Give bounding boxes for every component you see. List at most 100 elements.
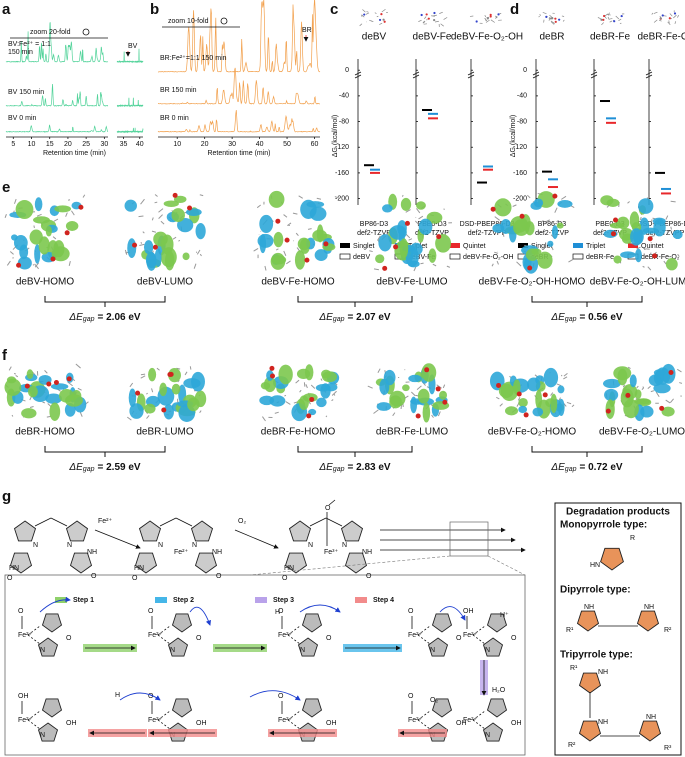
bond xyxy=(377,368,381,373)
bond xyxy=(615,15,620,20)
zoom-line xyxy=(249,555,451,576)
orbital-lobe xyxy=(163,200,179,207)
atom-label: O xyxy=(148,693,154,700)
step-swatch xyxy=(155,597,167,603)
trace-label: BV:Fe²⁺ = 1:1 xyxy=(8,41,51,48)
peak-label: BR xyxy=(302,27,312,34)
bond xyxy=(424,16,427,19)
bond xyxy=(199,194,204,197)
atom-label: O xyxy=(511,635,517,642)
x-tick-label: 30 xyxy=(100,141,108,148)
coord-bond xyxy=(472,625,486,636)
orbital-lobe xyxy=(177,217,194,233)
orbital-label: deBV-Fe-O₂-HOMO xyxy=(488,427,577,438)
chromatogram-trace xyxy=(5,83,109,107)
coord-bond xyxy=(287,719,301,730)
coord-bond xyxy=(287,634,301,645)
bond xyxy=(540,220,544,223)
atom-label: OH xyxy=(456,720,467,727)
orbital-lobe xyxy=(513,379,521,395)
orbital-lobe xyxy=(405,246,419,267)
atom xyxy=(613,20,616,23)
bond xyxy=(79,411,83,417)
orbital-label: deBV-Fe-O₂-OH-HOMO xyxy=(479,277,586,288)
pyrrole-ring xyxy=(578,672,602,694)
bond xyxy=(253,247,259,252)
orbital-lobe xyxy=(45,393,62,404)
zoom-label: zoom 20-fold xyxy=(30,29,71,36)
coord-bond xyxy=(157,625,171,636)
bond xyxy=(295,379,300,384)
bond xyxy=(669,398,674,403)
atom-label: NH xyxy=(584,604,594,611)
orbital-lobe xyxy=(550,393,558,414)
bond xyxy=(151,230,157,233)
bond xyxy=(566,401,572,405)
atom xyxy=(382,18,385,21)
bond xyxy=(434,20,439,23)
bond xyxy=(369,250,373,253)
orbital-lobe xyxy=(547,240,554,247)
orbital-lobe xyxy=(399,238,409,259)
atom xyxy=(427,17,430,20)
bond xyxy=(6,260,11,266)
orbital-lobe xyxy=(378,234,392,252)
coord-bond xyxy=(27,634,41,645)
pyrrole-ring xyxy=(134,552,158,574)
bond xyxy=(647,385,651,390)
orbital-lobe xyxy=(418,218,433,235)
legend-swatch xyxy=(450,243,460,248)
chromatogram-trace xyxy=(116,127,144,134)
method-label: def2-TZVPP xyxy=(468,230,507,237)
bond xyxy=(199,410,202,414)
bond xyxy=(677,253,680,257)
atom-label: H xyxy=(115,692,120,699)
atom xyxy=(602,14,606,18)
orbital-lobe xyxy=(263,376,277,393)
bond xyxy=(571,404,575,408)
pyrrole-ring xyxy=(638,720,662,742)
atom xyxy=(304,257,310,263)
y-tick-label: -40 xyxy=(517,93,527,100)
bond xyxy=(15,375,19,378)
bond xyxy=(485,19,490,23)
bond xyxy=(42,401,46,404)
atom xyxy=(552,193,558,199)
bond xyxy=(484,17,488,21)
gap-label: ΔEgap = 0.56 eV xyxy=(550,312,622,323)
bond xyxy=(284,394,287,397)
bond xyxy=(154,201,158,204)
product-type: Monopyrrole type: xyxy=(560,520,647,531)
pyrrole-ring xyxy=(288,520,312,542)
atom-label: O xyxy=(18,608,24,615)
bracket xyxy=(44,446,166,457)
coord-bond xyxy=(472,634,486,645)
x-tick-label: 20 xyxy=(201,141,209,148)
orbital-lobe xyxy=(408,374,422,383)
atom xyxy=(554,17,557,20)
pyrrole-ring xyxy=(284,552,308,574)
bond xyxy=(609,20,613,23)
bond xyxy=(331,399,334,402)
electron-arrow xyxy=(39,596,71,613)
orbital-lobe xyxy=(518,397,528,408)
gap-value: = 2.59 eV xyxy=(97,462,140,473)
bond xyxy=(158,214,163,219)
orbital-lobe xyxy=(653,383,671,394)
bond xyxy=(551,246,554,251)
bond xyxy=(420,262,424,265)
method-label: def2-TZVP xyxy=(357,230,391,237)
orbital-lobe xyxy=(294,250,306,270)
bond xyxy=(367,385,373,389)
atom xyxy=(78,204,84,210)
atom-label: OH xyxy=(66,720,77,727)
orbital-label: deBV-Fe-O₂-LUMO xyxy=(599,427,685,438)
atom-label: Fe²⁺ xyxy=(18,632,33,639)
atom xyxy=(167,372,173,378)
bond xyxy=(370,20,374,22)
axis-break xyxy=(467,74,475,79)
axis-break xyxy=(532,74,540,79)
bond xyxy=(561,195,567,200)
peak-label: BV xyxy=(128,43,138,50)
atom xyxy=(161,407,167,413)
